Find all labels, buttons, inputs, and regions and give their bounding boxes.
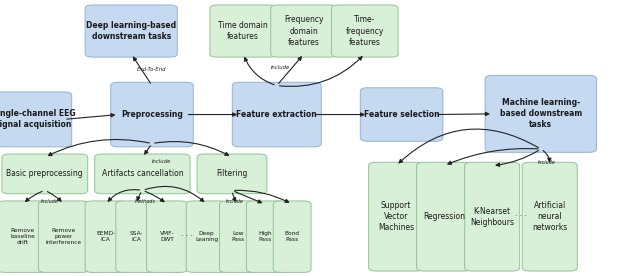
Text: EEMD-
ICA: EEMD- ICA bbox=[96, 231, 115, 242]
FancyBboxPatch shape bbox=[197, 154, 267, 194]
Text: Deep
Leaning: Deep Leaning bbox=[195, 231, 218, 242]
Text: · · ·: · · · bbox=[181, 232, 193, 241]
Text: Include: Include bbox=[538, 160, 556, 165]
Text: Single-channel EEG
signal acquisition: Single-channel EEG signal acquisition bbox=[0, 109, 76, 129]
Text: Regression: Regression bbox=[423, 212, 465, 221]
FancyBboxPatch shape bbox=[0, 92, 72, 147]
Text: Machine learning-
based downstream
tasks: Machine learning- based downstream tasks bbox=[500, 98, 582, 129]
Text: Artifacts cancellation: Artifacts cancellation bbox=[102, 169, 183, 178]
FancyBboxPatch shape bbox=[522, 162, 577, 271]
Text: Include: Include bbox=[227, 199, 244, 204]
FancyBboxPatch shape bbox=[210, 5, 276, 57]
FancyBboxPatch shape bbox=[85, 201, 126, 272]
FancyBboxPatch shape bbox=[332, 5, 398, 57]
Text: Frequency
domain
features: Frequency domain features bbox=[284, 15, 324, 47]
Text: Basic preprocessing: Basic preprocessing bbox=[6, 169, 83, 178]
Text: Filtering: Filtering bbox=[216, 169, 248, 178]
Text: Bond
Pass: Bond Pass bbox=[285, 231, 300, 242]
FancyBboxPatch shape bbox=[95, 154, 190, 194]
Text: · · ·: · · · bbox=[515, 212, 527, 221]
Text: Include: Include bbox=[41, 199, 59, 204]
FancyBboxPatch shape bbox=[271, 5, 337, 57]
FancyBboxPatch shape bbox=[111, 82, 193, 147]
FancyBboxPatch shape bbox=[232, 82, 321, 147]
Text: End-To-End: End-To-End bbox=[136, 67, 166, 72]
Text: Low
Pass: Low Pass bbox=[232, 231, 245, 242]
FancyBboxPatch shape bbox=[186, 201, 227, 272]
Text: Artificial
neural
networks: Artificial neural networks bbox=[532, 201, 568, 232]
FancyBboxPatch shape bbox=[220, 201, 257, 272]
Text: Time domain
features: Time domain features bbox=[218, 21, 268, 41]
FancyBboxPatch shape bbox=[246, 201, 284, 272]
FancyBboxPatch shape bbox=[2, 154, 88, 194]
FancyBboxPatch shape bbox=[273, 201, 311, 272]
Text: Preprocessing: Preprocessing bbox=[121, 110, 183, 119]
FancyBboxPatch shape bbox=[485, 75, 596, 152]
Text: Feature selection: Feature selection bbox=[364, 110, 440, 119]
FancyBboxPatch shape bbox=[147, 201, 188, 272]
FancyBboxPatch shape bbox=[0, 201, 48, 272]
Text: Methods: Methods bbox=[135, 199, 156, 204]
Text: Include: Include bbox=[270, 65, 290, 70]
FancyBboxPatch shape bbox=[360, 88, 443, 141]
Text: High
Pass: High Pass bbox=[259, 231, 272, 242]
FancyBboxPatch shape bbox=[465, 162, 520, 271]
FancyBboxPatch shape bbox=[369, 162, 424, 271]
Text: VMF-
DWT: VMF- DWT bbox=[160, 231, 174, 242]
Text: K-Nearset
Neighbours: K-Nearset Neighbours bbox=[470, 207, 514, 227]
Text: Remove
baseline
drift: Remove baseline drift bbox=[10, 228, 35, 245]
FancyBboxPatch shape bbox=[417, 162, 472, 271]
Text: Support
Vector
Machines: Support Vector Machines bbox=[378, 201, 414, 232]
FancyBboxPatch shape bbox=[38, 201, 89, 272]
FancyBboxPatch shape bbox=[85, 5, 177, 57]
FancyBboxPatch shape bbox=[116, 201, 157, 272]
Text: Time-
frequency
features: Time- frequency features bbox=[346, 15, 384, 47]
Text: Remove
power
interference: Remove power interference bbox=[45, 228, 82, 245]
Text: SSA-
ICA: SSA- ICA bbox=[129, 231, 143, 242]
Text: Feature extraction: Feature extraction bbox=[236, 110, 317, 119]
Text: Include: Include bbox=[152, 159, 172, 164]
Text: Deep learning-based
downstream tasks: Deep learning-based downstream tasks bbox=[86, 21, 176, 41]
